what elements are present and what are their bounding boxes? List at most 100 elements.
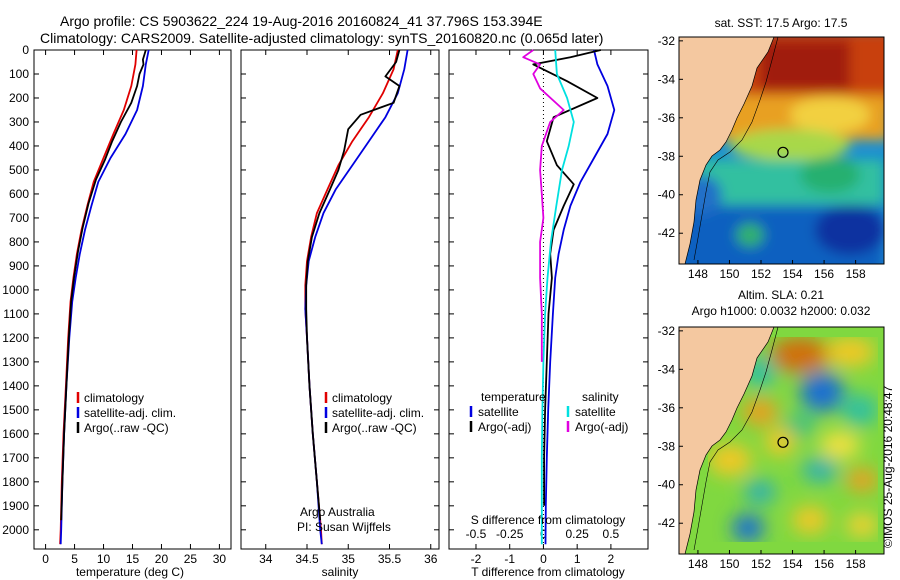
s-tick-label: 0 xyxy=(540,527,547,541)
temperature-series-lines xyxy=(59,49,150,545)
y-tick-label: 200 xyxy=(9,91,29,105)
y-tick-label: 2000 xyxy=(2,523,29,537)
australia-coast xyxy=(679,37,775,264)
sla-map-image xyxy=(679,327,884,554)
x-tick-label: 0 xyxy=(42,552,49,566)
salinity-series-lines xyxy=(304,49,409,545)
sla-map-subtitle: Argo h1000: 0.0032 h2000: 0.032 xyxy=(692,304,871,318)
s-difference-axis-label: S difference from climatology xyxy=(471,513,626,527)
x-tick-label: 35.5 xyxy=(378,552,402,566)
imos-stamp: ©IMOS 25-Aug-2016 20:48:47 xyxy=(881,385,895,548)
difference-panel: -2 -1 0 1 2 -0.5 -0.25 0 0.25 0.5 T difference f… xyxy=(448,49,649,579)
legend-label: satellite xyxy=(478,405,519,419)
map-y-tick-label: -38 xyxy=(658,149,676,163)
legend-label: satellite-adj. clim. xyxy=(332,406,424,420)
map-y-tick-label: -38 xyxy=(658,439,676,453)
depth-axis-ticks: 0 100 200 300 400 500 600 700 800 900 1000 1100 1200… xyxy=(2,43,648,537)
y-tick-label: 600 xyxy=(9,187,29,201)
series-line xyxy=(305,49,401,521)
y-tick-label: 400 xyxy=(9,139,29,153)
sla-map-frame xyxy=(678,326,885,555)
y-tick-label: 1400 xyxy=(2,379,29,393)
legend-header-salinity: salinity xyxy=(582,390,619,404)
map-y-tick-label: -32 xyxy=(658,34,676,48)
x-tick-label: 25 xyxy=(184,552,198,566)
x-tick-label: 34 xyxy=(259,552,273,566)
y-tick-label: 1500 xyxy=(2,403,29,417)
legend-label: Argo(-adj) xyxy=(575,420,628,434)
y-tick-label: 900 xyxy=(9,259,29,273)
map-x-tick-label: 152 xyxy=(751,267,771,281)
map-x-tick-label: 158 xyxy=(846,557,866,571)
series-line xyxy=(522,49,565,362)
map-x-tick-label: 150 xyxy=(719,267,739,281)
x-tick-label: 35 xyxy=(342,552,356,566)
pi-text: PI: Susan Wijffels xyxy=(297,520,391,534)
series-line xyxy=(60,49,147,521)
s-tick-label: -0.5 xyxy=(466,527,487,541)
x-tick-label: 2 xyxy=(608,552,615,566)
series-line xyxy=(304,49,409,545)
series-line xyxy=(532,49,602,506)
difference-legend: temperature salinitysatelliteArgo(-adj)sa… xyxy=(469,390,628,434)
y-tick-label: 800 xyxy=(9,235,29,249)
sla-map-ticks: 148 150 152 154 156 158 -32 -34 -36 -38 -40 -42 xyxy=(658,324,866,571)
map-x-tick-label: 148 xyxy=(688,557,708,571)
y-tick-label: 300 xyxy=(9,115,29,129)
t-difference-axis-label: T difference from climatology xyxy=(471,565,625,579)
legend-label: satellite-adj. clim. xyxy=(84,406,176,420)
map-y-tick-label: -36 xyxy=(658,401,676,415)
t-difference-axis-ticks: -2 -1 0 1 2 xyxy=(471,50,615,566)
x-tick-label: 0 xyxy=(540,552,547,566)
header-line2: Climatology: CARS2009. Satellite-adjuste… xyxy=(40,30,603,46)
legend-header-temperature: temperature xyxy=(481,390,546,404)
sst-map-image xyxy=(679,37,884,264)
legend-label: climatology xyxy=(332,391,392,405)
x-tick-label: 20 xyxy=(155,552,169,566)
legend-label: Argo(..raw -QC) xyxy=(84,421,169,435)
salinity-axes-frame xyxy=(240,49,440,550)
temperature-axis-label: temperature (deg C) xyxy=(76,565,184,579)
legend-label: climatology xyxy=(84,391,144,405)
map-y-tick-label: -42 xyxy=(658,226,676,240)
legend-label: Argo(..raw -QC) xyxy=(332,421,417,435)
difference-series-lines xyxy=(522,49,616,545)
y-tick-label: 700 xyxy=(9,211,29,225)
sst-map-panel: sat. SST: 17.5 Argo: 17.5 148 150 152 154 15… xyxy=(658,16,885,281)
difference-axes-frame xyxy=(448,49,649,550)
map-y-tick-label: -40 xyxy=(658,478,676,492)
map-x-tick-label: 154 xyxy=(783,557,803,571)
credit-text: Argo Australia xyxy=(300,505,375,519)
legend-label: Argo(-adj) xyxy=(478,420,531,434)
sst-map-title: sat. SST: 17.5 Argo: 17.5 xyxy=(715,16,848,30)
x-tick-label: 5 xyxy=(71,552,78,566)
sla-map-panel: Altim. SLA: 0.21 Argo h1000: 0.0032 h200… xyxy=(658,288,885,571)
salinity-panel: 34 34.5 35 35.5 36 salinity climatologysatel… xyxy=(240,49,440,579)
y-tick-label: 1200 xyxy=(2,331,29,345)
sst-map-ticks: 148 150 152 154 156 158 -32 -34 -36 -38 -40 -42 xyxy=(658,34,866,281)
y-tick-label: 0 xyxy=(22,43,29,57)
x-tick-label: -1 xyxy=(504,552,515,566)
y-tick-label: 1000 xyxy=(2,283,29,297)
legend-label: satellite xyxy=(575,405,616,419)
y-tick-label: 500 xyxy=(9,163,29,177)
map-x-tick-label: 154 xyxy=(783,267,803,281)
map-x-tick-label: 156 xyxy=(814,557,834,571)
map-y-tick-label: -32 xyxy=(658,324,676,338)
australia-coast-sla xyxy=(679,327,775,554)
x-tick-label: 36 xyxy=(424,552,438,566)
map-y-tick-label: -36 xyxy=(658,111,676,125)
x-tick-label: 34.5 xyxy=(295,552,319,566)
map-y-tick-label: -34 xyxy=(658,72,676,86)
y-tick-label: 1300 xyxy=(2,355,29,369)
y-tick-label: 1800 xyxy=(2,475,29,489)
x-tick-label: 1 xyxy=(574,552,581,566)
map-x-tick-label: 152 xyxy=(751,557,771,571)
x-tick-label: 15 xyxy=(126,552,140,566)
y-tick-label: 1900 xyxy=(2,499,29,513)
temperature-panel: 0100200300400500600700800900100011001200… xyxy=(2,43,648,579)
map-x-tick-label: 150 xyxy=(719,557,739,571)
